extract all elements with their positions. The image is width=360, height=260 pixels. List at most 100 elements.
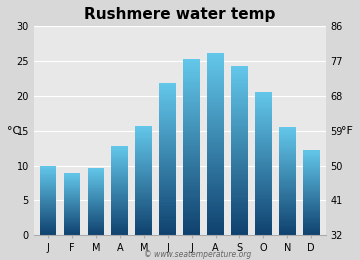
Bar bbox=[231, 75, 248, 76]
Bar bbox=[207, 232, 224, 233]
Bar bbox=[207, 226, 224, 228]
Bar bbox=[112, 209, 128, 210]
Bar bbox=[279, 186, 296, 187]
Bar bbox=[303, 221, 320, 222]
Bar bbox=[135, 218, 152, 219]
Bar bbox=[40, 174, 57, 175]
Bar bbox=[255, 118, 272, 119]
Bar bbox=[231, 213, 248, 215]
Bar bbox=[183, 193, 200, 195]
Bar bbox=[231, 124, 248, 126]
Bar bbox=[207, 170, 224, 172]
Bar bbox=[303, 150, 320, 151]
Bar bbox=[303, 174, 320, 175]
Bar bbox=[231, 210, 248, 212]
Bar bbox=[64, 202, 80, 203]
Bar bbox=[183, 214, 200, 216]
Bar bbox=[231, 170, 248, 171]
Bar bbox=[112, 228, 128, 229]
Bar bbox=[303, 161, 320, 162]
Bar bbox=[87, 215, 104, 216]
Bar bbox=[135, 214, 152, 216]
Bar bbox=[40, 206, 57, 207]
Bar bbox=[112, 151, 128, 152]
Bar bbox=[231, 232, 248, 234]
Title: Rushmere water temp: Rushmere water temp bbox=[84, 7, 275, 22]
Bar bbox=[303, 187, 320, 188]
Bar bbox=[303, 211, 320, 212]
Bar bbox=[135, 202, 152, 203]
Bar bbox=[231, 174, 248, 176]
Bar bbox=[279, 201, 296, 202]
Bar bbox=[87, 206, 104, 207]
Bar bbox=[112, 167, 128, 168]
Bar bbox=[231, 207, 248, 208]
Bar bbox=[135, 155, 152, 157]
Bar bbox=[87, 230, 104, 231]
Bar bbox=[231, 141, 248, 142]
Bar bbox=[183, 168, 200, 170]
Bar bbox=[112, 181, 128, 182]
Bar bbox=[207, 122, 224, 124]
Bar bbox=[231, 166, 248, 168]
Bar bbox=[64, 232, 80, 233]
Bar bbox=[112, 224, 128, 225]
Bar bbox=[207, 126, 224, 128]
Bar bbox=[135, 186, 152, 187]
Bar bbox=[207, 60, 224, 62]
Bar bbox=[112, 205, 128, 206]
Bar bbox=[87, 197, 104, 198]
Bar bbox=[279, 200, 296, 201]
Bar bbox=[183, 75, 200, 77]
Bar bbox=[279, 177, 296, 178]
Bar bbox=[207, 184, 224, 186]
Bar bbox=[135, 129, 152, 130]
Bar bbox=[112, 149, 128, 150]
Bar bbox=[231, 127, 248, 129]
Bar bbox=[231, 129, 248, 131]
Bar bbox=[303, 189, 320, 190]
Bar bbox=[207, 204, 224, 206]
Bar bbox=[279, 159, 296, 160]
Bar bbox=[255, 140, 272, 142]
Bar bbox=[231, 164, 248, 166]
Bar bbox=[159, 196, 176, 197]
Bar bbox=[183, 190, 200, 191]
Bar bbox=[135, 167, 152, 168]
Bar bbox=[112, 186, 128, 187]
Bar bbox=[279, 148, 296, 149]
Bar bbox=[231, 202, 248, 203]
Bar bbox=[183, 93, 200, 95]
Bar bbox=[64, 203, 80, 204]
Bar bbox=[159, 146, 176, 147]
Bar bbox=[135, 189, 152, 191]
Bar bbox=[183, 179, 200, 181]
Bar bbox=[159, 100, 176, 101]
Bar bbox=[135, 234, 152, 235]
Bar bbox=[64, 174, 80, 175]
Bar bbox=[183, 60, 200, 61]
Bar bbox=[183, 79, 200, 81]
Bar bbox=[135, 203, 152, 204]
Bar bbox=[303, 214, 320, 215]
Bar bbox=[159, 164, 176, 165]
Bar bbox=[112, 219, 128, 220]
Bar bbox=[135, 160, 152, 161]
Bar bbox=[255, 194, 272, 195]
Bar bbox=[303, 158, 320, 159]
Bar bbox=[87, 222, 104, 223]
Bar bbox=[279, 221, 296, 222]
Bar bbox=[159, 168, 176, 170]
Bar bbox=[183, 110, 200, 112]
Bar bbox=[183, 234, 200, 235]
Bar bbox=[279, 179, 296, 180]
Bar bbox=[279, 206, 296, 207]
Bar bbox=[159, 155, 176, 156]
Bar bbox=[40, 203, 57, 204]
Y-axis label: °C: °C bbox=[7, 126, 20, 136]
Bar bbox=[279, 203, 296, 204]
Bar bbox=[135, 158, 152, 159]
Bar bbox=[255, 136, 272, 138]
Bar bbox=[231, 229, 248, 230]
Bar bbox=[40, 220, 57, 221]
